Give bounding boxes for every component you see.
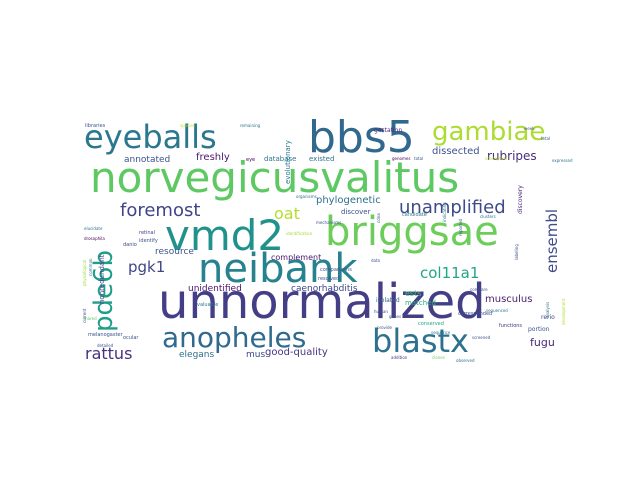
- cloud-word: total: [414, 156, 423, 161]
- cloud-word: expressed: [552, 158, 573, 163]
- cloud-word: pgk1: [128, 258, 165, 276]
- cloud-word: fugu: [530, 336, 555, 349]
- cloud-word: discovery: [517, 185, 524, 214]
- cloud-word: libraries: [85, 123, 106, 129]
- cloud-word: detailed: [97, 343, 114, 348]
- cloud-word: rerio: [541, 314, 555, 321]
- cloud-word: mus: [246, 350, 265, 360]
- cloud-word: reported: [458, 218, 463, 236]
- cloud-word: gestation: [374, 127, 402, 134]
- cloud-word: indicating: [442, 202, 447, 222]
- cloud-word: human: [374, 309, 388, 314]
- cloud-word: melanogaster: [88, 332, 124, 338]
- cloud-word: neibank: [198, 246, 358, 292]
- cloud-word: clones: [432, 355, 445, 360]
- cloud-word: matched: [405, 299, 436, 307]
- cloud-word: genomes: [392, 156, 410, 161]
- cloud-word: good-quality: [265, 347, 328, 358]
- cloud-word: annotated: [124, 155, 170, 165]
- cloud-word: resolved: [318, 276, 339, 282]
- cloud-word: portion: [528, 326, 550, 333]
- cloud-word: genes: [389, 314, 401, 319]
- cloud-word: identification: [286, 231, 313, 236]
- cloud-word: addition: [391, 355, 408, 360]
- cloud-word: retinal: [139, 230, 155, 236]
- cloud-word: eye: [246, 157, 255, 163]
- cloud-word: current: [82, 308, 87, 323]
- cloud-word: blastx: [372, 322, 469, 360]
- cloud-word: musculus: [485, 294, 532, 305]
- cloud-word: pde6b: [89, 250, 119, 332]
- cloud-word: unidentified: [188, 284, 242, 294]
- cloud-word: elegans: [179, 350, 215, 360]
- cloud-word: foremost: [120, 200, 200, 221]
- cloud-word: organisms: [296, 194, 317, 199]
- cloud-word: week: [524, 126, 535, 131]
- cloud-word: existed: [309, 155, 334, 163]
- cloud-word: nonredundant: [98, 254, 106, 304]
- cloud-word: comparisons: [320, 267, 352, 273]
- cloud-word: bbs5: [308, 112, 415, 163]
- cloud-word: elucidate: [84, 226, 103, 231]
- cloud-word: rubripes: [487, 149, 537, 163]
- cloud-word: conceptual: [485, 156, 507, 161]
- cloud-word: valuable: [197, 302, 218, 308]
- cloud-word: candidate: [402, 212, 427, 218]
- cloud-word: functions: [499, 323, 522, 329]
- cloud-word: cdna: [376, 213, 381, 223]
- cloud-word: vmd2: [165, 211, 284, 260]
- cloud-word: phylogenetic: [316, 195, 381, 206]
- cloud-word: corresponded: [458, 311, 492, 317]
- cloud-word: observed: [456, 358, 475, 363]
- cloud-word: isolated: [376, 297, 400, 304]
- cloud-word: discover: [341, 208, 371, 216]
- cloud-word: development: [561, 298, 566, 325]
- cloud-word: rattus: [85, 344, 132, 363]
- cloud-word: norvegicusvalitus: [90, 153, 459, 202]
- cloud-word: unnormalized: [158, 274, 486, 330]
- cloud-word: remaining: [240, 123, 261, 128]
- cloud-word: ests: [405, 289, 421, 298]
- cloud-word: gambiae: [432, 117, 545, 147]
- cloud-word: sequenced: [486, 308, 508, 313]
- cloud-word: unamplified: [399, 197, 506, 218]
- cloud-word: complement: [271, 253, 321, 262]
- cloud-word: evolutionary: [284, 140, 292, 184]
- cloud-word: eyeballs: [84, 118, 217, 156]
- cloud-word: ocular: [123, 335, 139, 341]
- cloud-word: screened: [472, 335, 491, 340]
- cloud-word: fetal: [541, 136, 550, 141]
- cloud-word: compare: [470, 287, 488, 292]
- cloud-word: caenorhabditis: [291, 284, 358, 294]
- cloud-word: resource: [155, 247, 194, 257]
- cloud-word: database: [264, 155, 296, 163]
- cloud-word: provide: [377, 325, 393, 330]
- cloud-word: data: [371, 258, 381, 263]
- cloud-word: dissected: [432, 146, 480, 157]
- cloud-word: species: [180, 123, 195, 128]
- cloud-word: identify: [139, 238, 158, 244]
- cloud-word: physiological: [82, 260, 87, 286]
- cloud-word: ensembl: [543, 209, 561, 273]
- cloud-word: sequence: [431, 330, 451, 335]
- cloud-word: common: [88, 258, 93, 276]
- cloud-word: mechanisms: [316, 220, 341, 225]
- cloud-word: freshly: [196, 152, 230, 163]
- cloud-word: oat: [274, 204, 300, 223]
- cloud-word: conserved: [418, 321, 444, 327]
- cloud-word: briggsae: [325, 209, 499, 255]
- cloud-word: clusters: [480, 214, 496, 219]
- cloud-word: danio: [123, 242, 137, 248]
- cloud-word: anopheles: [162, 321, 306, 354]
- cloud-word: analysis: [545, 302, 550, 318]
- cloud-word: labeling: [514, 244, 519, 260]
- cloud-word: col11a1: [420, 264, 479, 282]
- cloud-word: shared: [83, 316, 97, 321]
- cloud-word: drosophila: [84, 236, 105, 241]
